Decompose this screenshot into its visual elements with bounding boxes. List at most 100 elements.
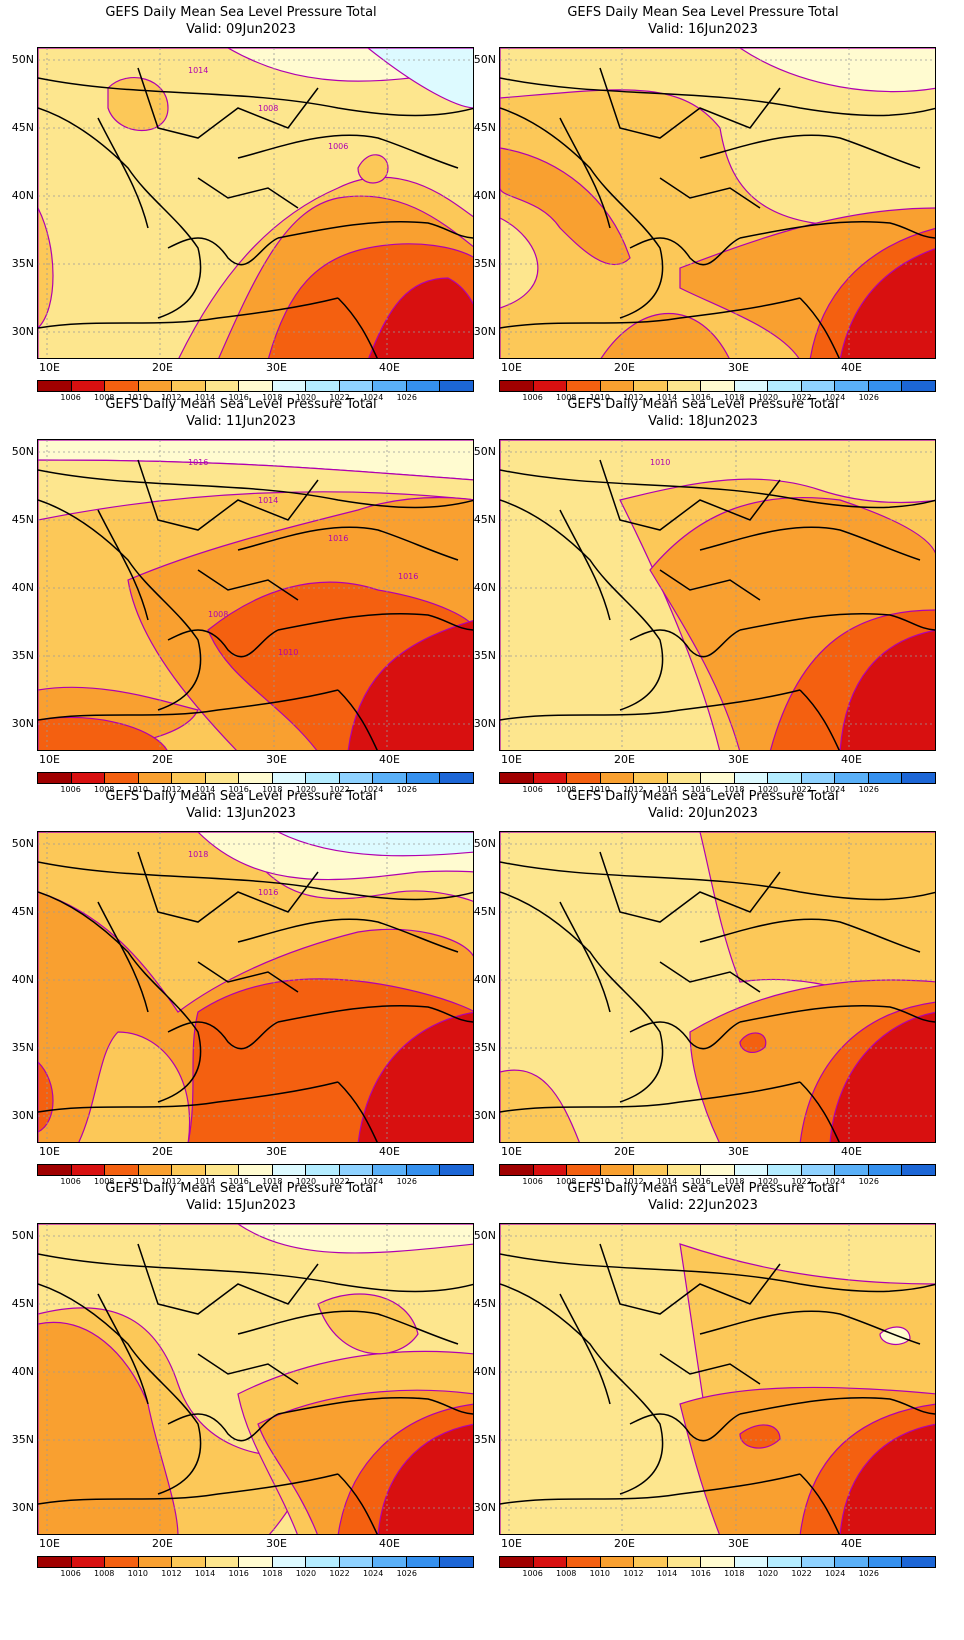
longitude-label: 10E (501, 1145, 522, 1158)
colorbar-label: 1018 (724, 393, 745, 402)
colorbar-label: 1016 (228, 785, 249, 794)
colorbar-swatch (902, 1165, 935, 1175)
latitude-label: 50N (473, 445, 496, 458)
coastline-border (197, 569, 299, 601)
pressure-region (38, 459, 473, 521)
panel-valid-date: Valid: 16Jun2023 (648, 22, 758, 37)
colorbar-label: 1024 (362, 393, 384, 402)
colorbar-swatch (406, 1165, 441, 1175)
longitude-label: 10E (501, 753, 522, 766)
colorbar-swatch (71, 381, 106, 391)
colorbar-swatch (339, 773, 374, 783)
map-panel: GEFS Daily Mean Sea Level Pressure Total… (462, 392, 944, 802)
colorbar-swatch (902, 1557, 935, 1567)
colorbar (37, 772, 474, 784)
colorbar-swatch (835, 1165, 869, 1175)
coastline-border (659, 1353, 761, 1385)
panel-title: GEFS Daily Mean Sea Level Pressure Total (567, 789, 839, 804)
latitude-label: 45N (11, 121, 34, 134)
coastline-border (38, 1253, 473, 1293)
colorbar-swatch (272, 773, 307, 783)
colorbar-label: 1016 (228, 393, 249, 402)
coastline-border (38, 1081, 339, 1113)
colorbar-swatch (533, 381, 568, 391)
coastline-border (337, 1473, 378, 1534)
coastline-border (137, 459, 319, 531)
colorbar-swatch (239, 773, 273, 783)
latitude-label: 35N (11, 257, 34, 270)
colorbar-label: 1012 (161, 785, 182, 794)
panel-title: GEFS Daily Mean Sea Level Pressure Total (105, 5, 377, 20)
coastline-border (559, 509, 611, 621)
pressure-region (739, 1424, 781, 1449)
coastline-border (38, 297, 339, 329)
colorbar-label: 1026 (858, 393, 879, 402)
colorbar-label: 1018 (724, 1177, 745, 1186)
longitude-label: 10E (39, 361, 60, 374)
coastline-border (799, 689, 840, 750)
colorbar-label: 1022 (791, 393, 812, 402)
colorbar-label: 1026 (858, 1569, 879, 1578)
coastline-border (38, 1283, 202, 1495)
colorbar-label: 1014 (656, 785, 678, 794)
colorbar-label: 1012 (161, 1569, 182, 1578)
pressure-region (38, 207, 54, 329)
colorbar-label: 1022 (791, 1569, 812, 1578)
colorbar-swatch (600, 381, 635, 391)
colorbar-swatch (533, 1165, 568, 1175)
colorbar (37, 380, 474, 392)
longitude-label: 40E (379, 361, 400, 374)
longitude-label: 30E (266, 753, 287, 766)
colorbar-label: 1010 (127, 785, 149, 794)
pressure-region (839, 1423, 935, 1534)
colorbar-label: 1010 (589, 1177, 611, 1186)
contour-label: 1016 (188, 458, 208, 467)
colorbar-swatch (734, 1557, 769, 1567)
coastline-border (500, 469, 935, 509)
map-svg (500, 1224, 935, 1534)
colorbar-swatch (667, 773, 702, 783)
colorbar-label: 1008 (556, 1569, 577, 1578)
colorbar-swatch (38, 773, 72, 783)
pressure-region (357, 154, 389, 184)
pressure-region (38, 1061, 54, 1133)
panel-title: GEFS Daily Mean Sea Level Pressure Total (567, 397, 839, 412)
coastline-border (629, 1413, 741, 1442)
coastline-border (277, 1396, 473, 1415)
colorbar-label: 1024 (824, 785, 846, 794)
pressure-region (368, 277, 473, 358)
latitude-label: 50N (473, 1229, 496, 1242)
pressure-region (38, 1321, 179, 1534)
coastline-border (659, 569, 761, 601)
coastline-border (500, 297, 801, 329)
coastline-border (659, 177, 761, 209)
colorbar-swatch (567, 381, 601, 391)
longitude-label: 10E (39, 1145, 60, 1158)
coastline-border (629, 237, 741, 266)
longitude-label: 20E (152, 361, 173, 374)
pressure-region (236, 1224, 473, 1254)
colorbar-swatch (440, 773, 473, 783)
colorbar-label: 1006 (60, 1569, 81, 1578)
coastline-border (699, 134, 921, 169)
colorbar-swatch (500, 773, 534, 783)
coastline-border (699, 526, 921, 561)
contour-label: 1010 (650, 458, 670, 467)
colorbar-swatch (239, 1557, 273, 1567)
colorbar-label: 1020 (295, 393, 317, 402)
latitude-label: 40N (11, 1365, 34, 1378)
colorbar-swatch (339, 1165, 374, 1175)
colorbar-swatch (272, 381, 307, 391)
longitude-label: 40E (841, 361, 862, 374)
colorbar-swatch (500, 1557, 534, 1567)
colorbar-swatch (71, 773, 106, 783)
colorbar-swatch (172, 1165, 206, 1175)
latitude-label: 30N (11, 325, 34, 338)
panel-title: GEFS Daily Mean Sea Level Pressure Total (567, 1181, 839, 1196)
latitude-label: 35N (11, 649, 34, 662)
colorbar-swatch (440, 1557, 473, 1567)
coastline-border (799, 297, 840, 358)
coastline-border (500, 499, 664, 711)
coastline-border (500, 1253, 935, 1293)
coastline-border (599, 851, 781, 923)
